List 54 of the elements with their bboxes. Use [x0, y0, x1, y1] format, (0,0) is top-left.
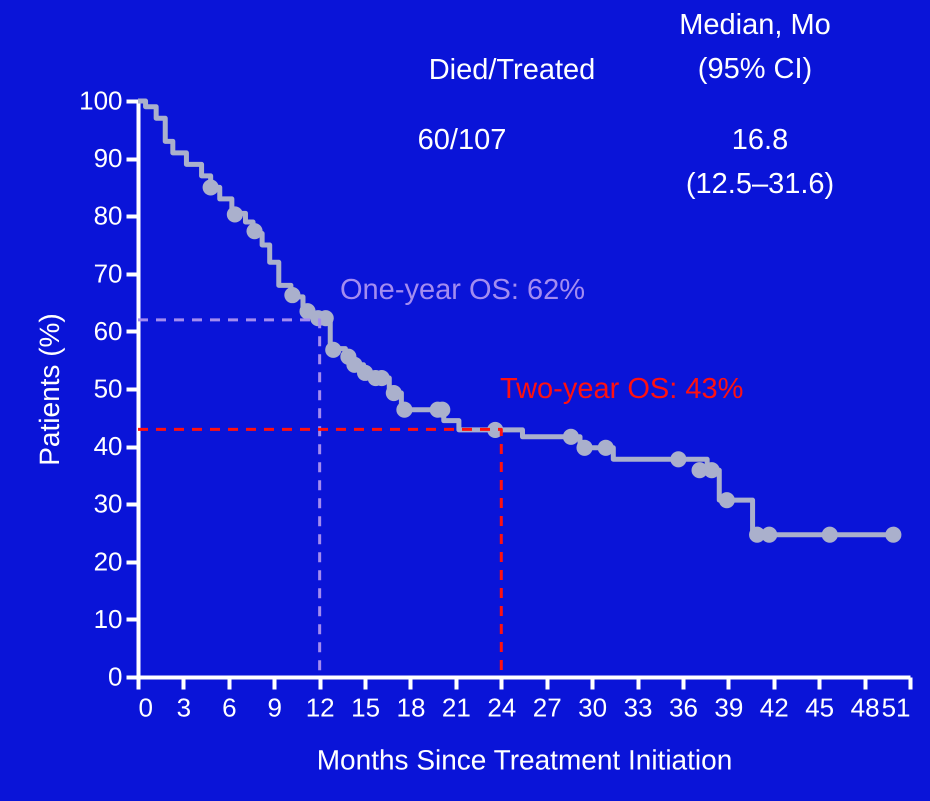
x-tick-label: 45 — [805, 692, 834, 722]
annotation: 16.8 (12.5–31.6) — [686, 124, 834, 200]
point — [226, 206, 243, 223]
x-tick-label: 3 — [176, 692, 192, 722]
point — [576, 440, 593, 456]
text: Median, Mo (95% CI) — [679, 9, 831, 85]
x-tick-label: 48 — [850, 692, 880, 722]
y-tick-label: 40 — [94, 431, 122, 462]
y-tick-label: 10 — [94, 604, 122, 634]
x-tick-label: 30 — [578, 692, 608, 722]
x-tick-label: 18 — [396, 692, 426, 722]
y-tick-label: 70 — [94, 258, 122, 288]
point — [598, 440, 614, 456]
x-tick-label: 15 — [351, 692, 380, 722]
point — [386, 384, 402, 402]
x-tick-label: 39 — [714, 692, 744, 722]
annotation: 60/107 — [418, 124, 506, 156]
y-tick-label: 100 — [79, 86, 122, 116]
y-tick-label: 90 — [94, 143, 122, 174]
y-axis-title: Patients (%) — [34, 313, 66, 466]
point — [718, 492, 735, 508]
x-tick-label: 9 — [268, 692, 282, 722]
annotation: One-year OS: 62% — [340, 274, 585, 306]
point — [761, 526, 778, 543]
y-tick-label: 60 — [94, 316, 122, 346]
x-tick-label: 24 — [487, 692, 516, 722]
point — [822, 526, 838, 543]
point — [246, 223, 263, 240]
point — [396, 402, 412, 418]
x-tick-label: 0 — [138, 692, 153, 722]
x-tick-label: 51 — [882, 692, 910, 722]
y-tick-label: 0 — [108, 662, 122, 692]
x-tick-label: 12 — [306, 692, 335, 722]
x-axis-title: Months Since Treatment Initiation — [316, 744, 732, 776]
annotation: Two-year OS: 43% — [500, 373, 744, 405]
point — [704, 462, 720, 478]
text: Died/Treated — [428, 54, 596, 86]
point — [346, 356, 363, 373]
point — [325, 342, 342, 358]
y-tick-label: 50 — [94, 374, 122, 404]
x-tick-label: 42 — [760, 692, 789, 722]
y-tick-label: 80 — [94, 200, 122, 231]
point — [885, 526, 902, 543]
point — [562, 428, 579, 445]
x-tick-label: 27 — [532, 692, 562, 722]
point — [202, 179, 219, 196]
x-tick-label: 6 — [222, 692, 237, 722]
x-tick-label: 36 — [668, 692, 698, 722]
x-tick-label: 33 — [624, 692, 652, 722]
x-tick-label: 21 — [442, 692, 471, 722]
point — [284, 287, 300, 304]
point — [670, 451, 686, 468]
y-tick-label: 30 — [94, 488, 122, 519]
y-tick-label: 20 — [94, 546, 122, 576]
